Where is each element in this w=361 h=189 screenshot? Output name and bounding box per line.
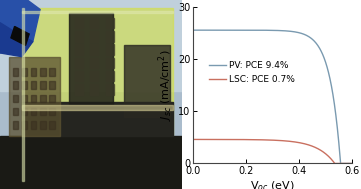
Bar <box>75 58 83 68</box>
PV: PCE 9.4%: (0.366, 25.3): PCE 9.4%: (0.366, 25.3) <box>288 30 292 32</box>
Bar <box>106 44 114 55</box>
Bar <box>75 18 83 28</box>
Bar <box>13 108 18 115</box>
Bar <box>49 121 55 129</box>
LSC: PCE 0.7%: (0.195, 4.57): PCE 0.7%: (0.195, 4.57) <box>243 138 247 141</box>
Bar <box>40 68 45 76</box>
Bar <box>49 68 55 76</box>
Bar <box>90 44 99 55</box>
Bar <box>49 81 55 89</box>
Bar <box>31 68 36 76</box>
Bar <box>90 84 99 94</box>
X-axis label: V$_{oc}$ (eV): V$_{oc}$ (eV) <box>250 179 295 189</box>
Bar <box>22 81 27 89</box>
LSC: PCE 0.7%: (0, 4.6): PCE 0.7%: (0, 4.6) <box>191 138 195 141</box>
Bar <box>22 68 27 76</box>
PV: PCE 9.4%: (0.203, 25.5): PCE 9.4%: (0.203, 25.5) <box>245 29 249 31</box>
Bar <box>22 8 24 181</box>
LSC: PCE 0.7%: (0.345, 4.33): PCE 0.7%: (0.345, 4.33) <box>282 140 287 142</box>
LSC: PCE 0.7%: (0.6, 0): PCE 0.7%: (0.6, 0) <box>350 162 354 165</box>
Polygon shape <box>22 8 173 181</box>
PV: PCE 9.4%: (0.557, 0): PCE 9.4%: (0.557, 0) <box>338 162 343 165</box>
Polygon shape <box>0 0 40 53</box>
PV: PCE 9.4%: (0.162, 25.5): PCE 9.4%: (0.162, 25.5) <box>234 29 238 31</box>
PV: PCE 9.4%: (0.6, 0): PCE 9.4%: (0.6, 0) <box>350 162 354 165</box>
Bar <box>75 71 83 81</box>
Bar <box>75 44 83 55</box>
Bar <box>40 121 45 129</box>
Polygon shape <box>0 23 33 57</box>
Bar <box>75 84 83 94</box>
Bar <box>90 31 99 42</box>
Bar <box>13 68 18 76</box>
Bar <box>22 11 173 13</box>
Bar <box>31 81 36 89</box>
Bar <box>22 94 27 102</box>
Bar <box>0 0 182 91</box>
Line: LSC: PCE 0.7%: LSC: PCE 0.7% <box>193 139 352 163</box>
Bar <box>13 81 18 89</box>
Bar <box>106 31 114 42</box>
Bar <box>31 108 36 115</box>
Bar <box>106 71 114 81</box>
Bar <box>22 105 173 110</box>
Bar <box>22 121 27 129</box>
Bar <box>13 121 18 129</box>
Y-axis label: $J_{sc}$ (mA/cm$^2$): $J_{sc}$ (mA/cm$^2$) <box>157 49 175 121</box>
LSC: PCE 0.7%: (0.133, 4.59): PCE 0.7%: (0.133, 4.59) <box>226 138 230 141</box>
Bar <box>106 58 114 68</box>
PV: PCE 9.4%: (0.138, 25.5): PCE 9.4%: (0.138, 25.5) <box>228 29 232 31</box>
Bar <box>31 94 36 102</box>
Bar <box>22 108 27 115</box>
Polygon shape <box>11 26 29 45</box>
LSC: PCE 0.7%: (0.535, 0): PCE 0.7%: (0.535, 0) <box>332 162 337 165</box>
Bar <box>31 121 36 129</box>
Bar <box>106 84 114 94</box>
Bar <box>13 94 18 102</box>
Bar <box>90 71 99 81</box>
Bar <box>69 13 113 104</box>
PV: PCE 9.4%: (0.462, 23.2): PCE 9.4%: (0.462, 23.2) <box>313 41 318 43</box>
Bar <box>40 94 45 102</box>
Bar <box>9 57 60 136</box>
Bar <box>106 18 114 28</box>
Bar <box>40 81 45 89</box>
Bar <box>22 102 173 136</box>
LSC: PCE 0.7%: (0.155, 4.59): PCE 0.7%: (0.155, 4.59) <box>232 138 236 141</box>
Line: PV: PCE 9.4%: PV: PCE 9.4% <box>193 30 352 163</box>
LSC: PCE 0.7%: (0.444, 3.42): PCE 0.7%: (0.444, 3.42) <box>309 144 313 147</box>
Bar <box>90 58 99 68</box>
Bar <box>49 94 55 102</box>
Bar <box>0 136 182 189</box>
Legend: PV: PCE 9.4%, LSC: PCE 0.7%: PV: PCE 9.4%, LSC: PCE 0.7% <box>206 58 299 87</box>
Bar <box>40 108 45 115</box>
Bar <box>90 18 99 28</box>
Bar <box>49 108 55 115</box>
Bar <box>75 31 83 42</box>
PV: PCE 9.4%: (0.359, 25.3): PCE 9.4%: (0.359, 25.3) <box>286 30 291 32</box>
Bar <box>124 45 170 117</box>
PV: PCE 9.4%: (0, 25.5): PCE 9.4%: (0, 25.5) <box>191 29 195 31</box>
LSC: PCE 0.7%: (0.352, 4.3): PCE 0.7%: (0.352, 4.3) <box>284 140 288 142</box>
